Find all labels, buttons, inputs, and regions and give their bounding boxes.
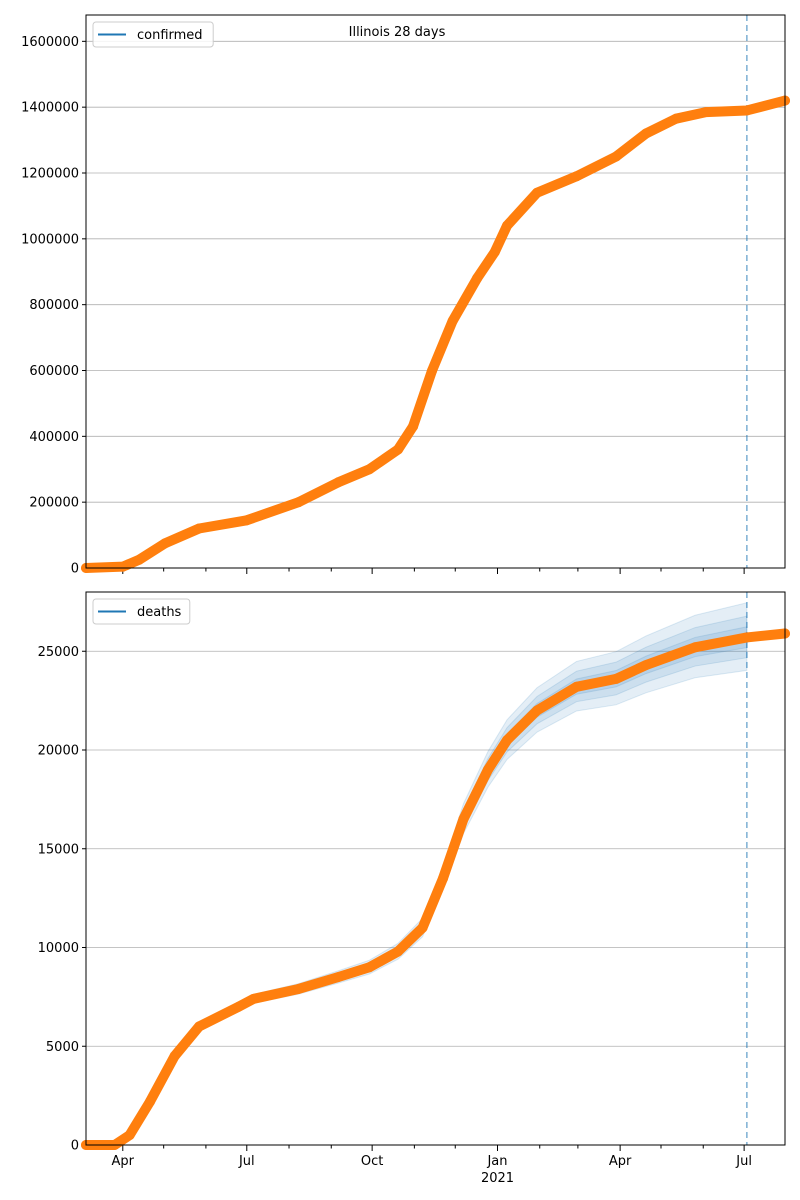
y-tick-label: 5000 xyxy=(46,1040,79,1055)
data-point xyxy=(248,993,259,1004)
y-tick-label: 15000 xyxy=(38,842,79,857)
data-point xyxy=(364,464,375,475)
data-point xyxy=(194,523,205,534)
series-line-deaths xyxy=(81,628,790,1150)
y-tick-label: 20000 xyxy=(38,744,79,759)
x-tick-sublabel: 2021 xyxy=(481,1171,514,1186)
chart-title: Illinois 28 days xyxy=(349,25,446,40)
y-tick-label: 800000 xyxy=(29,298,79,313)
y-tick-label: 25000 xyxy=(38,645,79,660)
legend-box xyxy=(92,21,214,48)
data-point xyxy=(482,764,493,775)
axes-frame xyxy=(85,591,786,1146)
y-tick-label: 1400000 xyxy=(21,101,79,116)
legend-box xyxy=(92,598,191,625)
x-tick-label: Jul xyxy=(735,1154,752,1169)
legend: confirmed xyxy=(92,21,214,48)
axes-2: 0 5000 10000 15000 20000 25000 Apr Jul Oct Jan 202… xyxy=(38,591,790,1186)
data-point xyxy=(472,273,483,284)
data-point xyxy=(458,814,469,825)
data-point xyxy=(700,107,711,118)
data-point xyxy=(641,660,652,671)
data-point xyxy=(427,365,438,376)
data-point xyxy=(690,642,701,653)
y-tick-label: 0 xyxy=(71,562,79,577)
data-point xyxy=(408,421,419,432)
legend-label: deaths xyxy=(137,605,182,620)
data-point xyxy=(502,735,513,746)
legend: deaths xyxy=(92,598,191,625)
data-point xyxy=(393,946,404,957)
data-point xyxy=(393,444,404,455)
data-point xyxy=(611,151,622,162)
y-tick-label: 1000000 xyxy=(21,232,79,247)
data-point xyxy=(333,972,344,983)
data-point xyxy=(364,962,375,973)
data-point xyxy=(741,105,752,116)
y-tick-label: 1200000 xyxy=(21,167,79,182)
data-point xyxy=(532,705,543,716)
x-tick-label: Apr xyxy=(112,1154,135,1169)
data-point xyxy=(293,497,304,508)
data-point xyxy=(489,247,500,257)
data-point xyxy=(641,128,652,139)
x-tick-label: Apr xyxy=(609,1154,632,1169)
data-point xyxy=(502,220,513,231)
axes-1: 0 200000 400000 600000 800000 1000000 1200000 1… xyxy=(21,14,790,577)
data-point xyxy=(124,1130,135,1141)
data-point xyxy=(670,113,681,124)
y-tick-label: 0 xyxy=(71,1139,79,1154)
data-point xyxy=(293,983,304,994)
data-point xyxy=(447,316,458,327)
data-point xyxy=(571,681,582,692)
data-point xyxy=(333,477,344,488)
data-point xyxy=(417,922,428,933)
y-tick-label: 1600000 xyxy=(21,35,79,50)
data-point xyxy=(160,538,171,549)
data-point xyxy=(571,171,582,182)
y-tick-label: 600000 xyxy=(29,364,79,379)
data-point xyxy=(233,1001,244,1012)
data-point xyxy=(145,1096,156,1107)
data-point xyxy=(117,561,128,572)
series-line-confirmed xyxy=(81,95,790,573)
x-tick-label: Jul xyxy=(238,1154,255,1169)
data-point xyxy=(241,515,252,526)
y-tick-label: 10000 xyxy=(38,941,79,956)
data-point xyxy=(741,632,752,643)
data-point xyxy=(134,554,145,565)
data-point xyxy=(169,1051,180,1062)
data-point xyxy=(532,187,543,198)
data-point xyxy=(194,1021,205,1032)
x-tick-label: Oct xyxy=(361,1154,383,1169)
data-point xyxy=(437,873,448,884)
y-tick-label: 200000 xyxy=(29,496,79,511)
y-tick-label: 400000 xyxy=(29,430,79,445)
axes-frame xyxy=(85,14,786,569)
x-tick-label: Jan xyxy=(486,1154,507,1169)
legend-label: confirmed xyxy=(137,28,203,43)
data-point xyxy=(611,673,622,684)
